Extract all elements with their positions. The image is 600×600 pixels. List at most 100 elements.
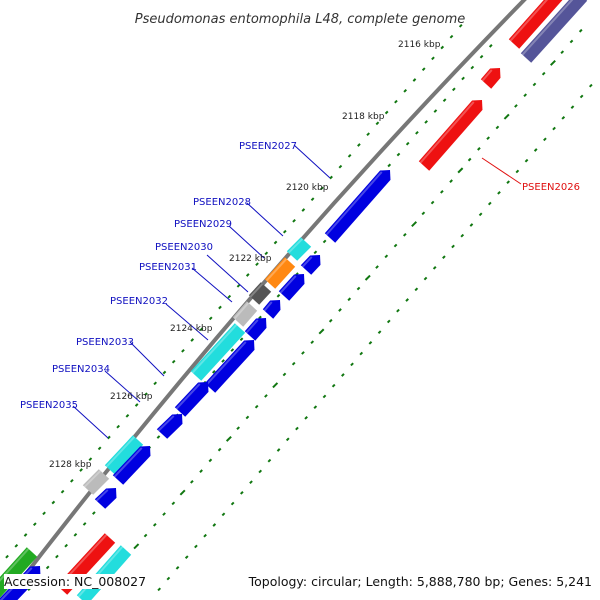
gene-label-pseen2026[interactable]: PSEEN2026 [522, 182, 580, 193]
tick-mark [486, 136, 490, 140]
gene-label-pseen2031[interactable]: PSEEN2031 [139, 262, 197, 273]
tick-mark [394, 99, 398, 104]
gene-highlight [481, 69, 493, 82]
tick-mark [313, 405, 318, 409]
kbp-tick-label: 2116 kbp [398, 40, 441, 50]
tick-mark [341, 373, 345, 377]
tick-mark [282, 372, 287, 377]
kbp-tick-label: 2118 kbp [342, 112, 385, 122]
gene-highlight [279, 275, 297, 294]
gene-label-pseen2033[interactable]: PSEEN2033 [76, 337, 134, 348]
tick-mark [506, 180, 510, 184]
tick-mark [245, 415, 250, 420]
tick-mark [423, 276, 428, 281]
tick-mark [514, 104, 518, 108]
kbp-tick-label: 2126 kbp [110, 392, 153, 402]
tick-mark [449, 179, 453, 183]
tick-mark [194, 544, 198, 549]
tick-mark [267, 458, 272, 463]
gene-feature-pseen2026[interactable] [418, 100, 483, 171]
tick-mark [157, 587, 162, 592]
gene-highlight [83, 470, 102, 488]
gene-feature-pseen2029[interactable] [264, 257, 296, 289]
tick-mark [230, 501, 235, 506]
gene-body [94, 488, 117, 509]
tick-mark [162, 370, 167, 375]
kbp-tick-label: 2122 kbp [229, 254, 272, 264]
gene-body [82, 469, 110, 495]
gene-label-pseen2034[interactable]: PSEEN2034 [52, 364, 110, 375]
tick-mark [488, 44, 493, 48]
gene-label-pseen2030[interactable]: PSEEN2030 [155, 242, 213, 253]
leader-line [104, 370, 141, 403]
leader-line [293, 144, 331, 179]
tick-mark [322, 239, 327, 244]
tick-mark [153, 381, 158, 386]
gene-feature-blue[interactable] [300, 255, 321, 275]
tick-mark [273, 240, 278, 245]
tick-mark [218, 305, 222, 310]
gene-feature-blue[interactable] [278, 274, 305, 301]
tick-mark [338, 308, 342, 312]
tick-mark [460, 233, 465, 238]
gene-feature-blue[interactable] [94, 488, 117, 509]
gene-label-pseen2028[interactable]: PSEEN2028 [193, 197, 251, 208]
tick-mark [32, 522, 37, 526]
tick-mark [14, 544, 19, 548]
tick-mark [377, 330, 382, 334]
tick-mark [386, 319, 391, 324]
gene-feature-blue[interactable] [112, 446, 151, 485]
gene-feature-pseen2030[interactable] [248, 282, 272, 305]
tick-mark [239, 337, 244, 342]
tick-mark [451, 244, 455, 249]
gene-feature-red[interactable] [480, 68, 501, 89]
gene-label-pseen2035[interactable]: PSEEN2035 [20, 400, 78, 411]
tick-mark [162, 512, 166, 516]
gene-feature-pseen2032[interactable] [232, 301, 258, 327]
tick-mark [357, 143, 361, 147]
genome-summary-text: Topology: circular; Length: 5,888,780 bp… [248, 574, 592, 589]
tick-mark [578, 28, 583, 33]
gene-feature-pseen2035[interactable] [104, 435, 144, 475]
gene-highlight [325, 171, 383, 236]
gene-feature-navy[interactable] [520, 0, 588, 63]
gene-feature-pseen2031[interactable] [262, 300, 281, 319]
tick-mark [458, 24, 463, 28]
gene-label-pseen2032[interactable]: PSEEN2032 [110, 296, 168, 307]
tick-mark [42, 511, 46, 516]
gene-feature-pseen2033[interactable] [190, 323, 246, 381]
tick-mark [467, 157, 472, 162]
gene-feature-pseen2028[interactable] [286, 237, 312, 261]
gene-highlight [175, 383, 201, 410]
gene-feature-pseen2027[interactable] [324, 170, 391, 243]
gene-body [248, 282, 272, 305]
gene-label-pseen2029[interactable]: PSEEN2029 [174, 219, 232, 230]
gene-label-pseen2027[interactable]: PSEEN2027 [239, 141, 297, 152]
gene-highlight [287, 238, 304, 254]
gene-feature-blue[interactable] [204, 340, 255, 393]
tick-mark [97, 446, 102, 451]
tick-mark [414, 287, 419, 292]
gene-feature-blue[interactable] [174, 382, 209, 417]
tick-mark [166, 576, 171, 581]
tick-mark [255, 262, 259, 266]
gene-feature-blue[interactable] [244, 318, 267, 341]
gene-feature-grey[interactable] [82, 469, 110, 495]
tick-mark [396, 152, 401, 157]
gene-highlight [263, 301, 273, 312]
tick-mark [208, 316, 213, 321]
tick-mark [295, 426, 299, 431]
tick-mark [393, 243, 398, 248]
tick-mark [403, 89, 408, 93]
tick-mark [487, 201, 492, 206]
tick-mark [249, 480, 253, 484]
gene-feature-red[interactable] [508, 0, 567, 49]
gene-feature-pseen2034[interactable] [156, 414, 183, 439]
tick-mark [479, 54, 484, 59]
tick-mark [264, 394, 268, 398]
tick-mark [588, 83, 593, 88]
tick-mark [310, 197, 315, 201]
tick-mark [470, 65, 475, 70]
